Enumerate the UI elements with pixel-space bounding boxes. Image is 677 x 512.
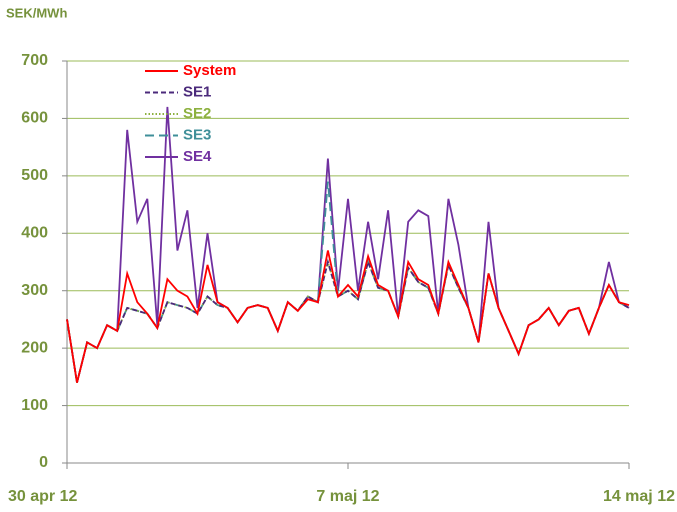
y-tick-label: 700 [21, 52, 48, 69]
y-tick-label: 0 [39, 454, 48, 471]
series-line [66, 258, 630, 383]
series-line [66, 258, 630, 383]
x-tick-label: 7 maj 12 [316, 488, 379, 505]
y-tick-label: 500 [21, 167, 48, 184]
y-tick-label: 600 [21, 110, 48, 127]
series-line [66, 181, 630, 383]
legend-label: SE2 [183, 105, 211, 122]
legend-label: SE1 [183, 83, 211, 100]
y-tick-label: 400 [21, 225, 48, 242]
legend-label: System [183, 62, 236, 79]
y-tick-label: 300 [21, 282, 48, 299]
chart-title: SEK/MWh [6, 5, 67, 20]
series-line [66, 250, 630, 383]
x-tick-label: 14 maj 12 [603, 488, 675, 505]
y-tick-label: 200 [21, 339, 48, 356]
legend-label: SE4 [183, 148, 212, 165]
x-tick-label: 30 apr 12 [8, 488, 77, 505]
y-tick-label: 100 [21, 397, 48, 414]
legend-label: SE3 [183, 126, 211, 143]
series-line [66, 106, 630, 383]
